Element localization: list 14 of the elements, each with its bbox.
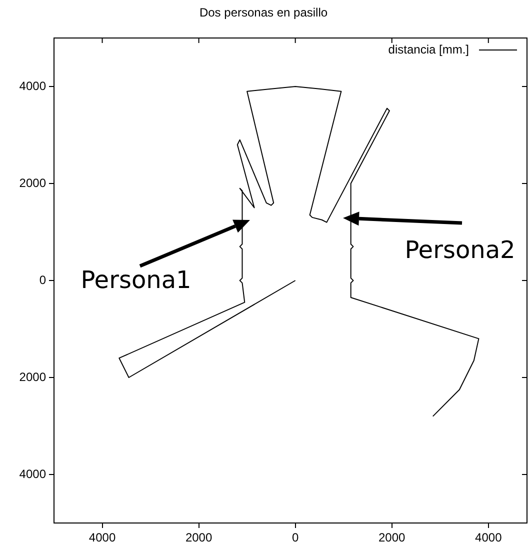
x-tick-label: 0 [292, 530, 299, 545]
x-tick-label: 4000 [475, 530, 502, 545]
x-tick-label: 4000 [88, 530, 116, 545]
chart-title: Dos personas en pasillo [199, 6, 328, 20]
y-tick-label: 0 [39, 272, 46, 287]
x-tick-label: 2000 [185, 530, 212, 545]
legend-label: distancia [mm.] [388, 42, 469, 56]
y-tick-label: 2000 [19, 176, 46, 190]
annotation: Persona2 [404, 236, 516, 264]
annotation: Persona1 [80, 266, 192, 294]
y-tick-label: 4000 [19, 466, 46, 481]
y-tick-label: 4000 [19, 78, 46, 93]
x-tick-label: 2000 [378, 530, 406, 545]
y-tick-label: 2000 [19, 370, 46, 384]
